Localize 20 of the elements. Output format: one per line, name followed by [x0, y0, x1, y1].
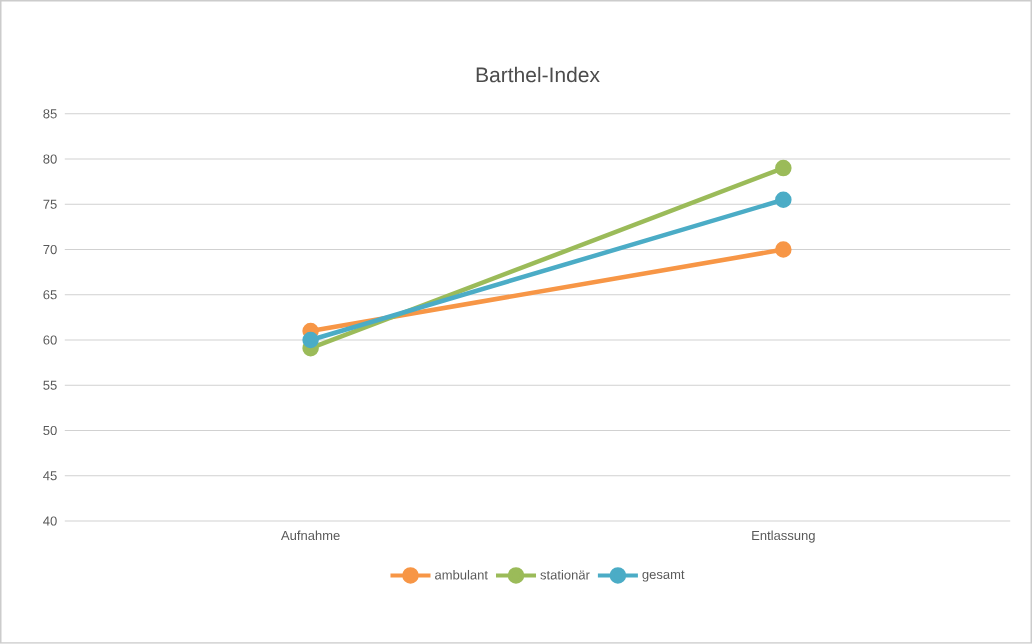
y-tick-label: 60: [43, 335, 57, 345]
y-tick-label: 65: [43, 290, 57, 300]
point: [775, 241, 792, 258]
legend-label: stationär: [540, 570, 590, 580]
y-tick-label: 40: [43, 516, 57, 526]
y-tick-label: 85: [43, 109, 57, 119]
x-tick-label: Entlassung: [752, 530, 815, 543]
point: [775, 159, 792, 177]
y-tick-label: 75: [43, 199, 57, 209]
y-tick-label: 55: [43, 380, 57, 390]
legend-label: ambulant: [435, 570, 488, 580]
legend-label: gesamt: [642, 570, 685, 582]
y-tick-label: 50: [43, 425, 57, 436]
y-tick-label: 80: [43, 154, 57, 164]
point: [775, 191, 792, 209]
chart-title: Barthel-Index: [476, 66, 600, 83]
y-tick-label: 45: [43, 471, 57, 481]
y-tick-label: 70: [43, 245, 57, 255]
point: [302, 331, 319, 349]
x-tick-label: Aufnahme: [281, 530, 340, 541]
